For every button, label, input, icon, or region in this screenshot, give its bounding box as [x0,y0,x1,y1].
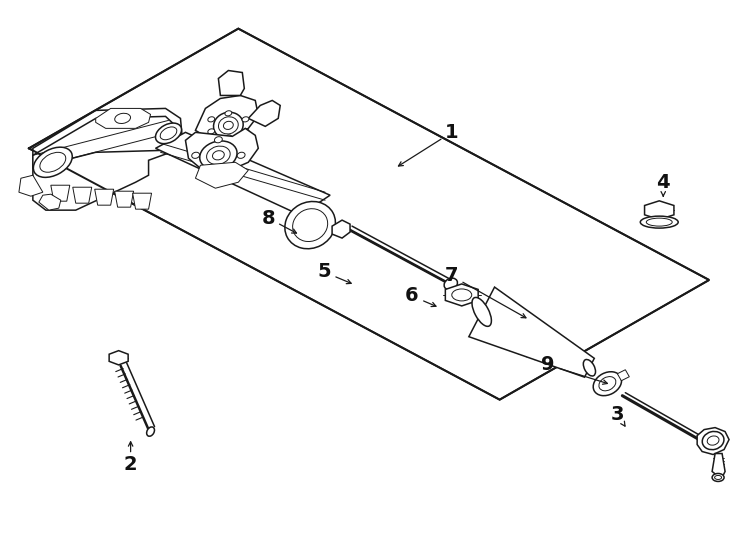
Ellipse shape [225,135,232,140]
Ellipse shape [214,168,222,174]
Ellipse shape [584,360,595,376]
Polygon shape [33,109,183,210]
Polygon shape [19,176,43,196]
Ellipse shape [115,113,131,124]
Ellipse shape [444,278,457,290]
Ellipse shape [160,127,177,140]
Ellipse shape [208,117,214,122]
Ellipse shape [208,129,214,134]
Ellipse shape [599,376,616,391]
Polygon shape [73,187,92,203]
Ellipse shape [472,298,491,326]
Polygon shape [712,454,725,476]
Text: 8: 8 [261,208,275,228]
Ellipse shape [147,427,154,436]
Polygon shape [133,193,151,209]
Polygon shape [195,96,258,143]
Ellipse shape [712,474,724,482]
Ellipse shape [293,208,327,241]
Polygon shape [156,132,330,215]
Polygon shape [248,100,280,126]
Ellipse shape [212,151,225,160]
Polygon shape [115,191,134,207]
Polygon shape [617,370,629,381]
Ellipse shape [206,146,230,165]
Ellipse shape [242,117,249,122]
Ellipse shape [242,129,249,134]
Text: 5: 5 [317,262,331,281]
Polygon shape [51,185,70,201]
Polygon shape [39,194,61,210]
Text: 3: 3 [611,405,624,424]
Ellipse shape [200,141,237,170]
Polygon shape [109,350,128,365]
Polygon shape [186,129,258,172]
Polygon shape [29,29,709,400]
Ellipse shape [285,201,335,249]
Ellipse shape [156,123,181,144]
Ellipse shape [715,476,722,480]
Polygon shape [95,189,114,205]
Text: 6: 6 [405,286,418,306]
Ellipse shape [646,218,672,226]
Text: 2: 2 [124,455,137,474]
Ellipse shape [452,289,472,301]
Polygon shape [219,71,244,96]
Polygon shape [644,201,674,219]
Polygon shape [95,109,150,129]
Ellipse shape [225,111,232,116]
Ellipse shape [33,147,72,177]
Ellipse shape [223,122,233,130]
Polygon shape [195,163,248,188]
Text: 7: 7 [445,266,459,286]
Text: 9: 9 [541,355,554,374]
Polygon shape [697,428,729,455]
Ellipse shape [214,112,243,138]
Text: 4: 4 [656,173,670,192]
Text: 1: 1 [445,123,459,142]
Ellipse shape [214,137,222,143]
Ellipse shape [237,152,245,158]
Ellipse shape [219,117,239,134]
Ellipse shape [702,431,724,450]
Ellipse shape [593,372,622,396]
Ellipse shape [708,436,719,445]
Polygon shape [469,287,595,377]
Ellipse shape [192,152,200,158]
Ellipse shape [40,152,66,172]
Ellipse shape [640,216,678,228]
Polygon shape [446,284,478,306]
Polygon shape [33,117,181,168]
Polygon shape [332,220,350,238]
